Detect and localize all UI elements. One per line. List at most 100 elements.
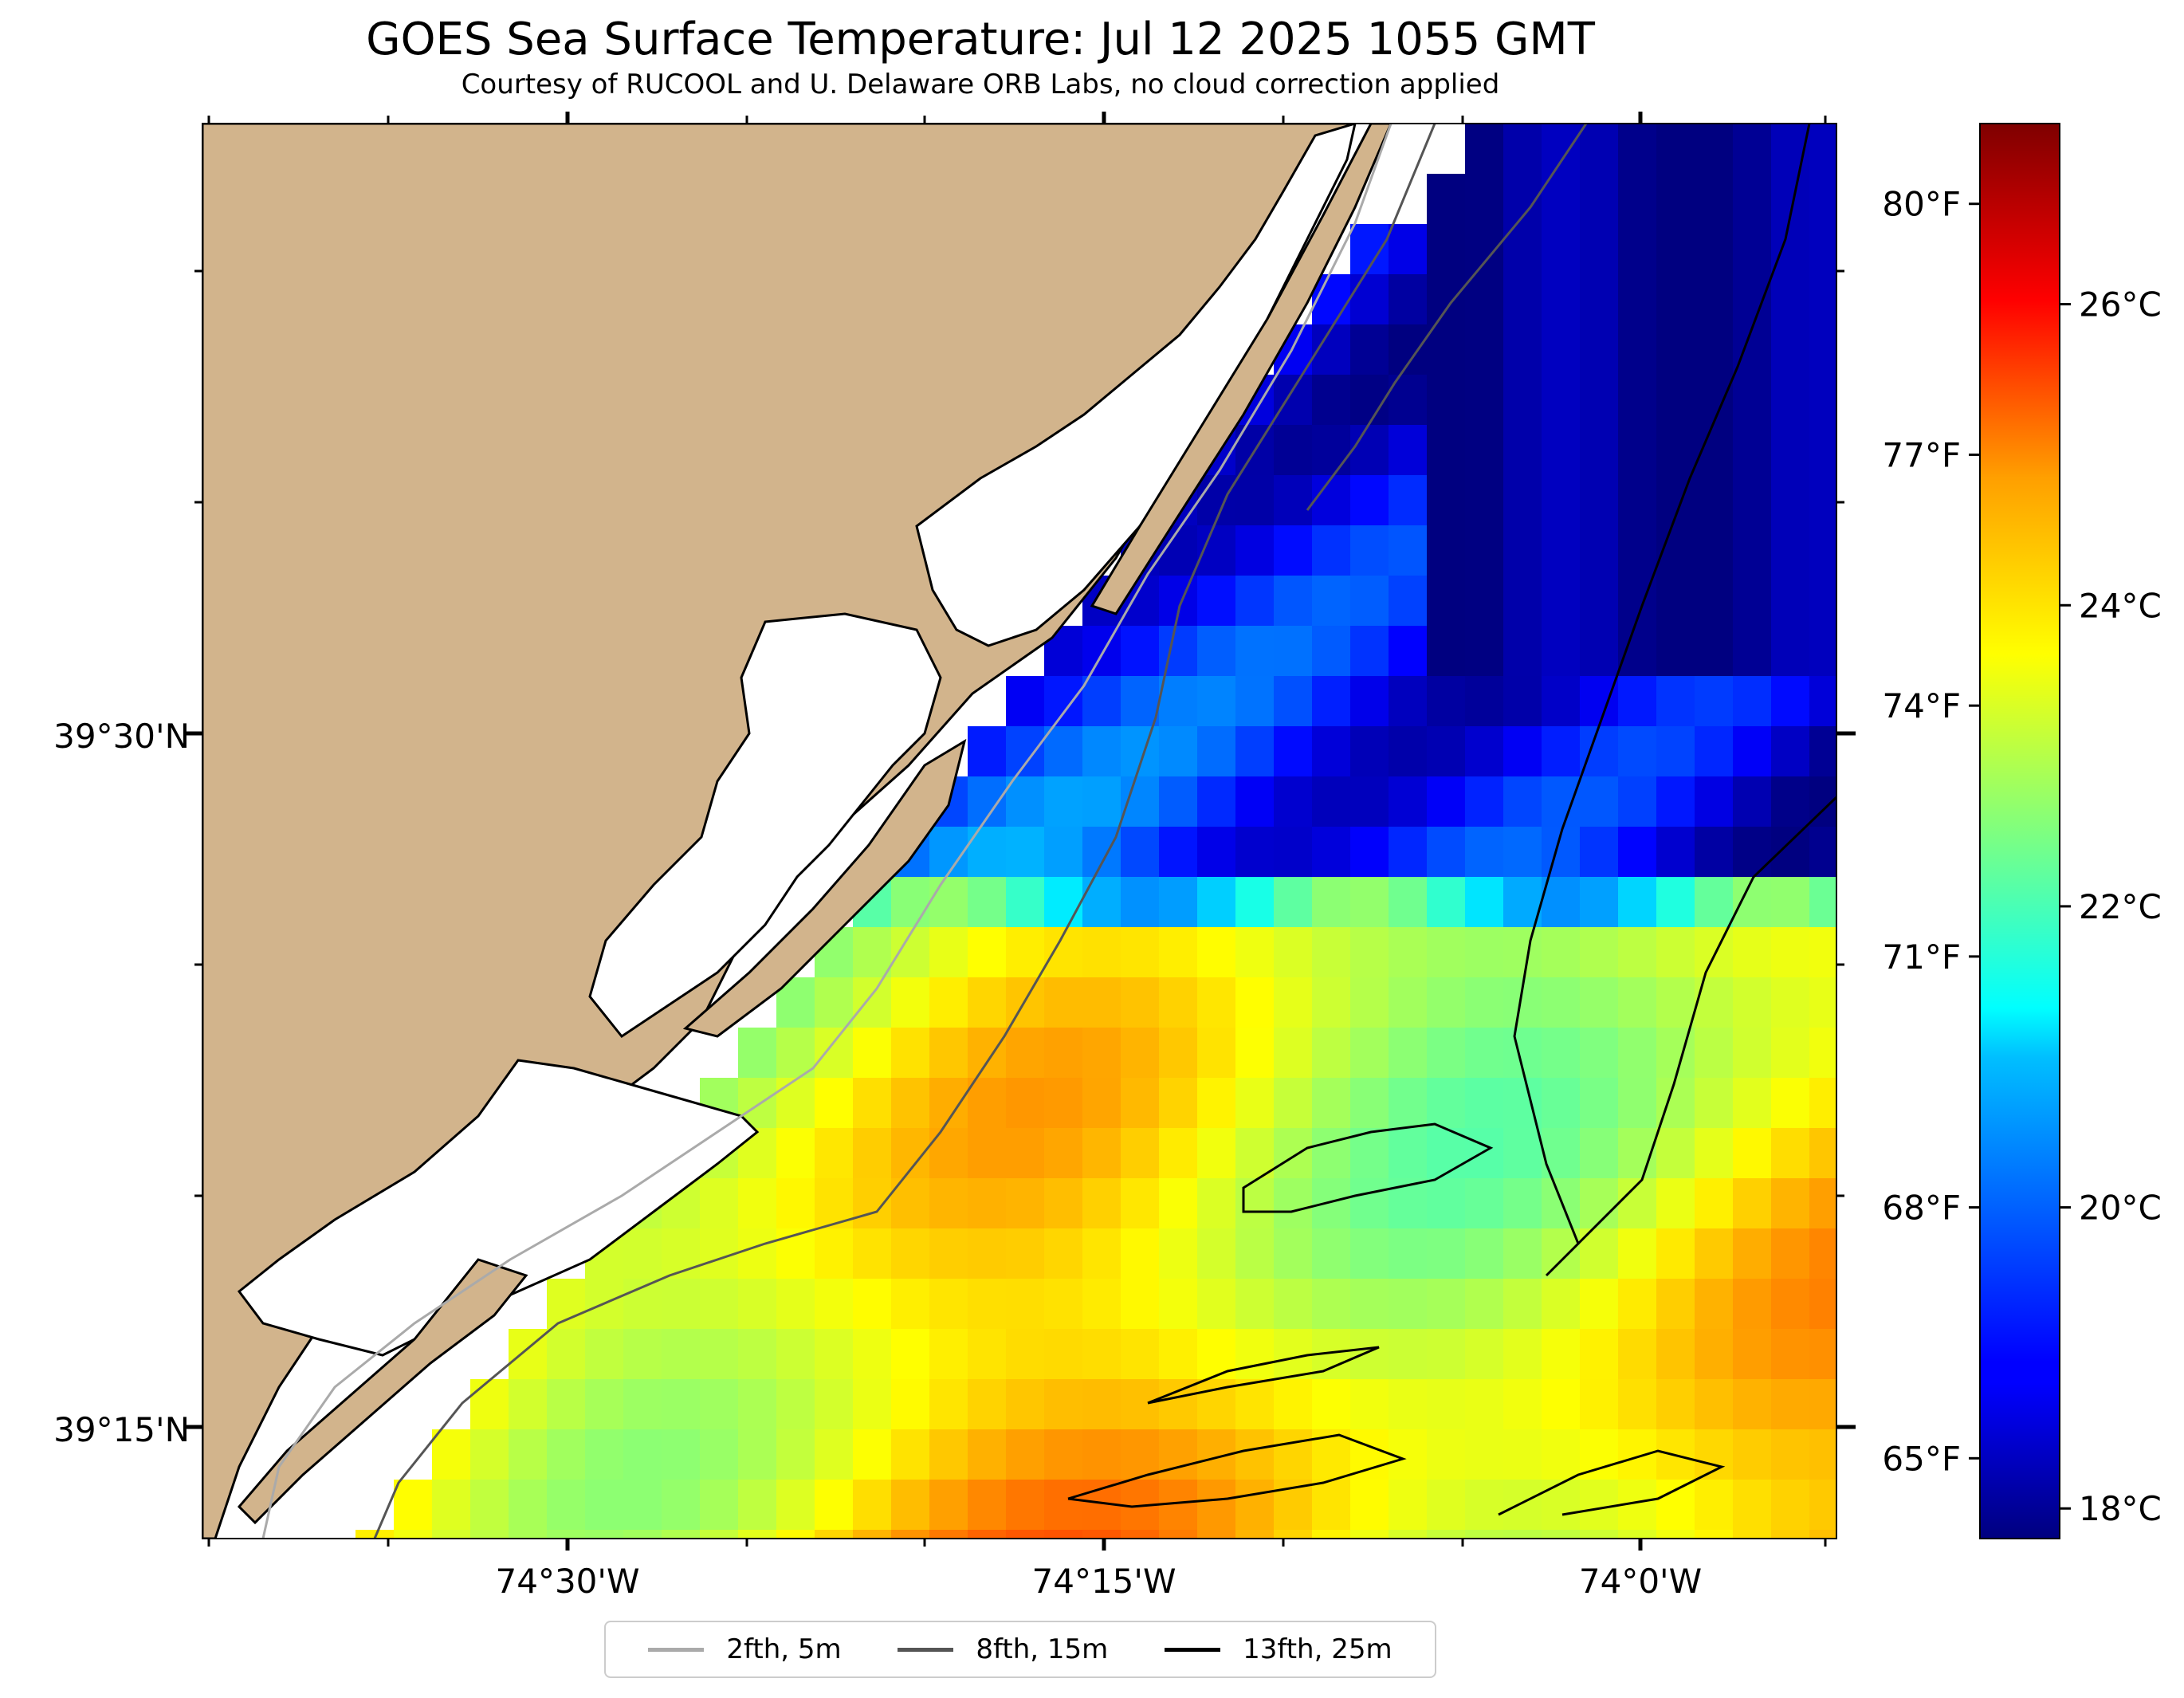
sst-cell	[1235, 576, 1275, 627]
sst-cell	[1312, 1128, 1351, 1179]
sst-cell	[1350, 425, 1389, 476]
sst-cell	[1542, 927, 1581, 978]
sst-cell	[1771, 827, 1810, 878]
sst-cell	[585, 1480, 624, 1531]
sst-cell	[1235, 877, 1275, 928]
sst-cell	[1044, 1028, 1083, 1079]
sst-cell	[1695, 425, 1734, 476]
sst-cell	[1809, 224, 1836, 275]
legend-label-8fth: 8fth, 15m	[976, 1633, 1109, 1665]
sst-cell	[1389, 927, 1428, 978]
sst-cell	[1427, 726, 1466, 777]
sst-cell	[1389, 324, 1428, 375]
sst-cell	[1733, 1228, 1772, 1279]
sst-cell	[1350, 676, 1389, 727]
sst-cell	[1771, 1379, 1810, 1430]
sst-cell	[509, 1530, 548, 1539]
sst-cell	[1503, 676, 1542, 727]
sst-cell	[853, 1028, 892, 1079]
sst-cell	[623, 1228, 662, 1279]
sst-cell	[1695, 827, 1734, 878]
sst-cell	[1465, 1429, 1504, 1480]
isobath-8fth-east	[1306, 124, 1588, 511]
sst-cell	[1044, 1530, 1083, 1539]
sst-cell	[1044, 1429, 1083, 1480]
sst-cell	[1618, 1379, 1657, 1430]
sst-cell	[1427, 475, 1466, 526]
sst-cell	[1618, 375, 1657, 426]
sst-cell	[1503, 1279, 1542, 1330]
sst-cell	[1809, 726, 1836, 777]
sst-cell	[1542, 1228, 1581, 1279]
sst-cell	[623, 1329, 662, 1380]
sst-cell	[1274, 626, 1313, 677]
sst-cell	[1159, 1178, 1198, 1229]
sst-cell	[1350, 927, 1389, 978]
sst-cell	[853, 927, 892, 978]
sst-cell	[662, 1329, 701, 1380]
sst-cell	[1503, 375, 1542, 426]
sst-cell	[1542, 1128, 1581, 1179]
sst-cell	[1006, 1128, 1045, 1179]
sst-cell	[1618, 626, 1657, 677]
sst-cell	[1580, 576, 1619, 627]
sst-cell	[1235, 1128, 1275, 1179]
sst-cell	[1542, 1279, 1581, 1330]
sst-cell	[1389, 475, 1428, 526]
sst-cell	[1465, 726, 1504, 777]
sst-cell	[1618, 776, 1657, 827]
sst-cell	[776, 1279, 815, 1330]
sst-cell	[1427, 525, 1466, 576]
sst-cell	[1427, 1078, 1466, 1129]
sst-cell	[1771, 1429, 1810, 1480]
sst-cell	[1542, 676, 1581, 727]
sst-cell	[1197, 827, 1236, 878]
sst-cell	[1771, 1329, 1810, 1380]
sst-cell	[853, 1128, 892, 1179]
sst-cell	[1465, 977, 1504, 1028]
sst-cell	[1274, 375, 1313, 426]
sst-cell	[1427, 576, 1466, 627]
sst-cell	[1082, 1279, 1121, 1330]
sst-cell	[1197, 626, 1236, 677]
sst-cell	[1312, 576, 1351, 627]
sst-cell	[1656, 877, 1695, 928]
sst-cell	[1159, 877, 1198, 928]
sst-cell	[547, 1329, 586, 1380]
sst-cell	[853, 1429, 892, 1480]
sst-cell	[815, 1128, 854, 1179]
sst-cell	[1542, 977, 1581, 1028]
sst-cell	[1809, 375, 1836, 426]
sst-cell	[1044, 1078, 1083, 1129]
sst-cell	[1542, 1530, 1581, 1539]
sst-cell	[1503, 927, 1542, 978]
sst-cell	[1006, 1429, 1045, 1480]
sst-cell	[1274, 1530, 1313, 1539]
sst-cell	[1465, 1228, 1504, 1279]
sst-cell	[1656, 827, 1695, 878]
sst-cell	[776, 1078, 815, 1129]
sst-cell	[1121, 1228, 1160, 1279]
sst-cell	[1618, 1530, 1657, 1539]
sst-cell	[1465, 1480, 1504, 1531]
sst-cell	[1771, 475, 1810, 526]
sst-cell	[1312, 1228, 1351, 1279]
sst-cell	[1618, 1078, 1657, 1129]
sst-cell	[1733, 776, 1772, 827]
sst-cell	[1542, 274, 1581, 325]
sst-cell	[1542, 1329, 1581, 1380]
sst-cell	[1312, 927, 1351, 978]
sst-cell	[1695, 525, 1734, 576]
sst-cell	[1733, 1128, 1772, 1179]
sst-cell	[1580, 1480, 1619, 1531]
sst-cell	[968, 1329, 1007, 1380]
sst-cell	[1427, 1379, 1466, 1430]
sst-grid	[355, 124, 1836, 1539]
sst-cell	[1695, 475, 1734, 526]
sst-cell	[1695, 375, 1734, 426]
sst-cell	[1618, 324, 1657, 375]
sst-cell	[1312, 1279, 1351, 1330]
sst-cell	[1350, 1279, 1389, 1330]
sst-cell	[929, 1329, 968, 1380]
